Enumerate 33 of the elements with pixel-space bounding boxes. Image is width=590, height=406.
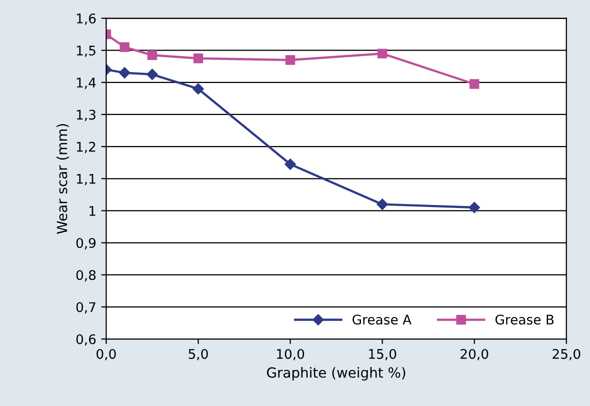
point <box>377 48 388 58</box>
x-tick-label: 5,0 <box>188 348 208 360</box>
point <box>193 54 204 64</box>
point <box>376 198 388 210</box>
point <box>468 202 480 214</box>
point <box>146 68 158 80</box>
x-axis-title: Graphite (weight %) <box>267 367 406 380</box>
y-tick-label: 0,9 <box>76 238 96 250</box>
y-tick-label: 1 <box>90 206 96 216</box>
y-tick-label: 0,7 <box>76 302 96 314</box>
legend-label: Grease A <box>352 314 412 325</box>
point <box>120 42 130 52</box>
point <box>284 158 296 170</box>
x-tick-label: 10,0 <box>277 348 304 360</box>
y-tick-label: 1,5 <box>76 46 96 57</box>
y-tick-label: 1,6 <box>76 13 96 25</box>
point <box>147 50 158 60</box>
x-tick-label: 0,0 <box>96 348 116 360</box>
y-tick-label: 0,6 <box>76 334 96 346</box>
legend-label: Grease B <box>495 314 554 325</box>
point <box>470 79 480 89</box>
x-tick-label: 15,0 <box>369 348 396 360</box>
y-tick-label: 0,8 <box>76 270 96 282</box>
y-axis-title: Wear scar (mm) <box>56 124 69 234</box>
y-tick-label: 1,3 <box>76 110 96 122</box>
y-tick-label: 1,2 <box>76 142 96 154</box>
point <box>285 55 296 65</box>
y-tick-label: 1,4 <box>76 78 96 89</box>
x-tick-label: 20,0 <box>460 348 488 360</box>
point <box>192 83 204 94</box>
x-tick-label: 25,0 <box>552 348 580 360</box>
point <box>119 67 130 78</box>
y-tick-label: 1,1 <box>76 174 96 186</box>
